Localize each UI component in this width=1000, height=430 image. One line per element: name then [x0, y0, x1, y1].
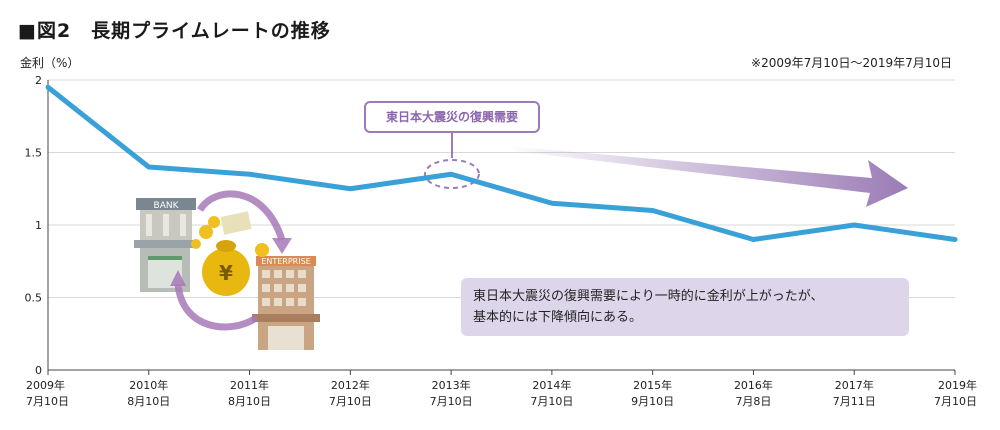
x-tick-date-9: 7月10日 [934, 395, 977, 408]
x-tick-date-0: 7月10日 [26, 395, 69, 408]
x-tick-year-6: 2015年 [633, 378, 672, 392]
period-note: ※2009年7月10日〜2019年7月10日 [751, 56, 952, 70]
highlight-ellipse [424, 159, 480, 189]
flow-arrow-bottom [174, 283, 258, 331]
trend-arrow [505, 146, 908, 207]
y-tick-label-2: 1 [35, 219, 42, 232]
explanation-note: 東日本大震災の復興需要により一時的に金利が上がったが、 基本的には下降傾向にある… [461, 278, 909, 336]
y-axis-label: 金利（%） [20, 56, 80, 70]
data-point-9 [953, 237, 957, 242]
note-line-2: 基本的には下降傾向にある。 [473, 310, 643, 325]
axes [47, 80, 956, 375]
yen-mark: ¥ [219, 261, 233, 285]
x-tick-year-4: 2013年 [432, 378, 471, 392]
y-tick-label-1: 0.5 [25, 292, 43, 305]
data-point-7 [751, 237, 756, 242]
x-tick-date-7: 7月8日 [735, 395, 771, 408]
earthquake-callout: 東日本大震災の復興需要 [364, 101, 540, 133]
x-tick-year-1: 2010年 [129, 378, 168, 392]
data-point-3 [348, 186, 353, 191]
flow-arrowhead-top [272, 238, 292, 254]
x-tick-labels: 2009年 7月10日 2010年 8月10日 2011年 8月10日 2012年 7月10日… [26, 378, 977, 408]
data-point-8 [852, 223, 857, 227]
x-tick-year-2: 2011年 [230, 378, 269, 392]
x-tick-date-6: 9月10日 [631, 395, 674, 408]
x-tick-year-8: 2017年 [835, 378, 874, 392]
x-tick-year-3: 2012年 [331, 378, 370, 392]
data-point-2 [247, 172, 252, 177]
y-tick-labels: 0 0.5 1 1.5 2 [25, 74, 43, 377]
data-point-0 [46, 85, 50, 90]
data-point-1 [146, 165, 151, 169]
data-point-5 [549, 201, 554, 206]
bank-label: BANK [154, 201, 180, 211]
money-bag-illustration: ¥ [191, 211, 269, 296]
flow-arrow-top [197, 190, 286, 242]
y-tick-label-0: 0 [35, 364, 42, 377]
x-tick-date-4: 7月10日 [430, 395, 473, 408]
x-tick-year-9: 2019年 [938, 378, 977, 392]
x-tick-year-7: 2016年 [734, 378, 773, 392]
x-tick-date-8: 7月11日 [833, 395, 876, 408]
bank-illustration: BANK [134, 198, 196, 292]
data-point-4 [449, 172, 454, 177]
x-tick-date-1: 8月10日 [127, 395, 170, 408]
flow-arrowhead-bottom [170, 270, 186, 286]
x-tick-date-5: 7月10日 [530, 395, 573, 408]
page-title: ■図2 長期プライムレートの推移 [18, 20, 331, 42]
note-line-1: 東日本大震災の復興需要により一時的に金利が上がったが、 [473, 289, 824, 304]
x-tick-date-2: 8月10日 [228, 395, 271, 408]
enterprise-illustration: ENTERPRISE [252, 256, 320, 350]
y-tick-label-3: 1.5 [25, 147, 43, 160]
y-tick-label-4: 2 [35, 74, 42, 87]
series-group [45, 84, 958, 242]
data-point-6 [650, 208, 655, 213]
enterprise-label: ENTERPRISE [261, 257, 310, 266]
x-tick-date-3: 7月10日 [329, 395, 372, 408]
x-tick-year-5: 2014年 [532, 378, 571, 392]
series-line-0 [45, 84, 958, 242]
x-tick-year-0: 2009年 [26, 378, 65, 392]
